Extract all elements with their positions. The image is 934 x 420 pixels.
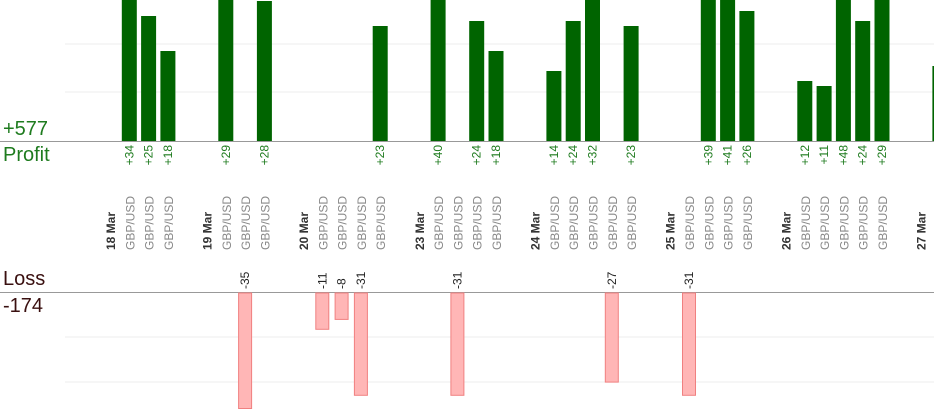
profit-value-label: +24 (566, 145, 580, 166)
profit-bar (855, 21, 871, 141)
pair-label: GBP/USD (876, 196, 890, 250)
loss-bar (334, 292, 349, 320)
profit-bar (546, 71, 562, 141)
pair-label: GBP/USD (490, 196, 504, 250)
date-label: 18 Mar (104, 212, 118, 250)
pair-label: GBP/USD (258, 196, 272, 250)
profit-bar (816, 86, 832, 141)
profit-bar (256, 1, 272, 141)
loss-bar (682, 292, 696, 396)
pair-label: GBP/USD (374, 196, 388, 250)
pair-label: GBP/USD (336, 196, 350, 250)
profit-bar (218, 0, 234, 141)
profit-value-label: +28 (257, 145, 271, 166)
profit-value-label: +18 (161, 145, 175, 166)
loss-value-label: -35 (238, 271, 252, 289)
profit-bar (932, 66, 934, 141)
pair-label: GBP/USD (587, 196, 601, 250)
profit-value-label: +39 (701, 145, 715, 166)
profit-value-label: +24 (856, 145, 870, 166)
loss-bar (604, 292, 619, 383)
profit-value-label: +48 (836, 145, 850, 166)
profit-bar (700, 0, 716, 141)
pair-label: GBP/USD (432, 196, 446, 250)
pair-label: GBP/USD (722, 196, 736, 250)
pair-label: GBP/USD (355, 196, 369, 250)
pair-label: GBP/USD (162, 196, 176, 250)
pair-label: GBP/USD (818, 196, 832, 250)
profit-value-label: +15 (933, 145, 934, 166)
pair-label: GBP/USD (316, 196, 330, 250)
profit-value-label: +41 (721, 145, 735, 166)
loss-label: Loss (3, 268, 46, 290)
profit-bar (739, 11, 755, 141)
date-label: 27 Mar (915, 212, 929, 250)
pair-label: GBP/USD (451, 196, 465, 250)
date-label: 19 Mar (201, 212, 215, 250)
loss-value-label: -27 (605, 271, 619, 289)
loss-value-label: -8 (335, 278, 349, 289)
profit-bar (585, 0, 600, 141)
pair-label: GBP/USD (799, 196, 813, 250)
date-label: 26 Mar (780, 212, 794, 250)
profit-bar (874, 0, 890, 141)
profit-bar (430, 0, 446, 141)
loss-value-label: -11 (315, 272, 329, 289)
pair-label: GBP/USD (625, 196, 639, 250)
pair-label: GBP/USD (471, 196, 485, 250)
pair-label: GBP/USD (123, 196, 137, 250)
loss-value-label: -31 (354, 271, 368, 289)
profit-total: +577 (3, 118, 49, 140)
profit-bar (141, 16, 157, 141)
profit-bar (469, 21, 485, 141)
pair-label: GBP/USD (220, 196, 234, 250)
pair-label: GBP/USD (683, 196, 697, 250)
profit-value-label: +23 (373, 145, 387, 166)
pair-label: GBP/USD (702, 196, 716, 250)
loss-bar (353, 292, 368, 396)
pair-label: GBP/USD (239, 196, 253, 250)
profit-value-label: +12 (798, 145, 812, 166)
profit-value-label: +18 (489, 145, 503, 166)
pair-label: GBP/USD (837, 196, 851, 250)
date-label: 25 Mar (664, 212, 678, 250)
profit-value-label: +34 (122, 145, 136, 166)
date-label: 24 Mar (529, 212, 543, 250)
profit-value-label: +32 (586, 145, 600, 166)
pair-label: GBP/USD (143, 196, 157, 250)
pair-label: GBP/USD (567, 196, 581, 250)
profit-bar (835, 0, 851, 141)
profit-value-label: +29 (875, 145, 889, 166)
profit-bar (565, 21, 581, 141)
loss-bar (238, 292, 253, 409)
profit-value-label: +29 (219, 145, 233, 166)
profit-value-label: +11 (817, 145, 831, 165)
loss-value-label: -31 (450, 271, 464, 289)
pair-label: GBP/USD (857, 196, 871, 250)
profit-value-label: +14 (547, 145, 561, 166)
profit-value-label: +25 (142, 145, 156, 166)
profit-value-label: +23 (624, 145, 638, 166)
date-label: 20 Mar (297, 212, 311, 250)
profit-value-label: +24 (470, 145, 484, 166)
loss-bar (450, 292, 465, 396)
profit-bar (797, 81, 813, 141)
profit-bar (623, 26, 639, 141)
loss-bar (315, 292, 330, 330)
loss-value-label: -31 (682, 271, 696, 289)
pair-label: GBP/USD (741, 196, 755, 250)
pair-label: GBP/USD (606, 196, 620, 250)
profit-label: Profit (3, 144, 50, 166)
loss-total: -174 (3, 295, 44, 317)
profit-bar (488, 51, 504, 141)
profit-bar (372, 26, 388, 141)
profit-bar (160, 51, 176, 141)
pair-label: GBP/USD (548, 196, 562, 250)
profit-bar (720, 0, 736, 141)
date-label: 23 Mar (413, 212, 427, 250)
profit-value-label: +40 (431, 145, 445, 166)
profit-bar (121, 0, 137, 141)
profit-value-label: +26 (740, 145, 754, 166)
